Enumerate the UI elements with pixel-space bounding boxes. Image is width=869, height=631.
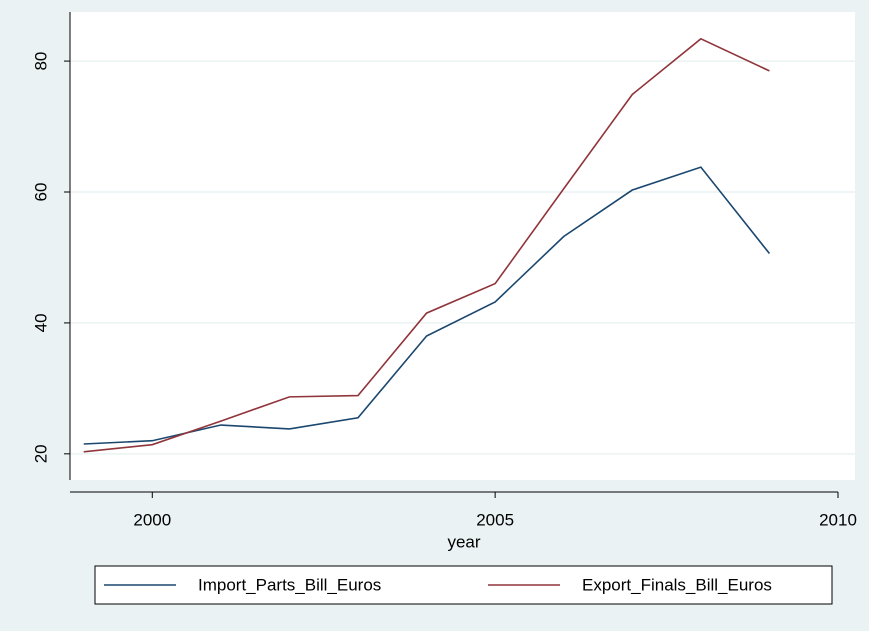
y-tick-label: 40: [31, 313, 50, 332]
x-tick-label: 2010: [819, 510, 857, 529]
data-line: [83, 166, 771, 445]
legend-label: Export_Finals_Bill_Euros: [582, 575, 772, 594]
x-axis-title: year: [447, 532, 480, 551]
x-tick-label: 2005: [476, 510, 514, 529]
legend-label: Import_Parts_Bill_Euros: [198, 575, 381, 594]
y-tick-label: 20: [31, 444, 50, 463]
plot-area: [70, 12, 855, 480]
legend: [94, 565, 833, 605]
y-tick-label: 60: [31, 183, 50, 202]
x-tick-label: 2000: [133, 510, 171, 529]
y-tick-label: 80: [31, 52, 50, 71]
data-line: [83, 37, 770, 453]
